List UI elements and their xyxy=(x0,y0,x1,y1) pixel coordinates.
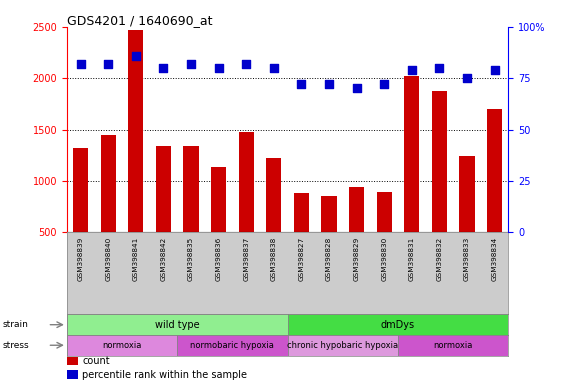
Bar xyxy=(101,135,116,232)
Text: count: count xyxy=(83,356,110,366)
Bar xyxy=(67,314,288,335)
Text: normoxia: normoxia xyxy=(433,341,473,350)
Text: chronic hypobaric hypoxia: chronic hypobaric hypoxia xyxy=(287,341,399,350)
Point xyxy=(297,81,306,88)
Point xyxy=(187,61,196,67)
Point xyxy=(435,65,444,71)
Text: normobaric hypoxia: normobaric hypoxia xyxy=(191,341,274,350)
Bar xyxy=(398,335,508,356)
Point xyxy=(214,65,223,71)
Bar xyxy=(73,148,88,232)
Text: percentile rank within the sample: percentile rank within the sample xyxy=(83,370,248,380)
Bar xyxy=(156,146,171,232)
Text: GSM398841: GSM398841 xyxy=(133,237,139,281)
Bar xyxy=(67,370,78,379)
Text: GSM398839: GSM398839 xyxy=(78,237,84,281)
Bar xyxy=(294,193,309,232)
Text: GSM398842: GSM398842 xyxy=(160,237,166,281)
Point xyxy=(269,65,278,71)
Text: GSM398836: GSM398836 xyxy=(216,237,221,281)
Text: dmDys: dmDys xyxy=(381,320,415,330)
Bar xyxy=(67,335,177,356)
Text: GSM398833: GSM398833 xyxy=(464,237,470,281)
Bar xyxy=(487,109,502,232)
Bar xyxy=(128,30,144,232)
Bar xyxy=(288,314,508,335)
Text: GSM398827: GSM398827 xyxy=(299,237,304,281)
Bar xyxy=(376,192,392,232)
Text: stress: stress xyxy=(3,341,30,350)
Point xyxy=(379,81,389,88)
Bar xyxy=(432,91,447,232)
Text: GSM398831: GSM398831 xyxy=(409,237,415,281)
Point xyxy=(407,67,417,73)
Text: GSM398838: GSM398838 xyxy=(271,237,277,281)
Text: strain: strain xyxy=(3,320,29,329)
Point xyxy=(159,65,168,71)
Bar xyxy=(460,156,475,232)
Bar xyxy=(321,196,336,232)
Bar xyxy=(266,158,281,232)
Point xyxy=(76,61,85,67)
Point xyxy=(242,61,251,67)
Text: GSM398829: GSM398829 xyxy=(354,237,360,281)
Point xyxy=(462,75,472,81)
Text: GSM398834: GSM398834 xyxy=(492,237,497,281)
Bar xyxy=(177,335,288,356)
Text: GSM398828: GSM398828 xyxy=(326,237,332,281)
Text: GSM398830: GSM398830 xyxy=(381,237,387,281)
Bar xyxy=(211,167,226,232)
Point xyxy=(131,53,141,59)
Point xyxy=(324,81,333,88)
Point xyxy=(103,61,113,67)
Bar xyxy=(288,335,398,356)
Text: wild type: wild type xyxy=(155,320,199,330)
Text: GSM398832: GSM398832 xyxy=(436,237,442,281)
Text: GDS4201 / 1640690_at: GDS4201 / 1640690_at xyxy=(67,14,212,27)
Bar xyxy=(404,76,419,232)
Text: GSM398835: GSM398835 xyxy=(188,237,194,281)
Bar xyxy=(67,357,78,365)
Text: GSM398840: GSM398840 xyxy=(105,237,111,281)
Text: GSM398837: GSM398837 xyxy=(243,237,249,281)
Point xyxy=(490,67,499,73)
Text: normoxia: normoxia xyxy=(102,341,142,350)
Bar xyxy=(184,146,199,232)
Point xyxy=(352,85,361,91)
Bar xyxy=(349,187,364,232)
Bar xyxy=(239,132,254,232)
